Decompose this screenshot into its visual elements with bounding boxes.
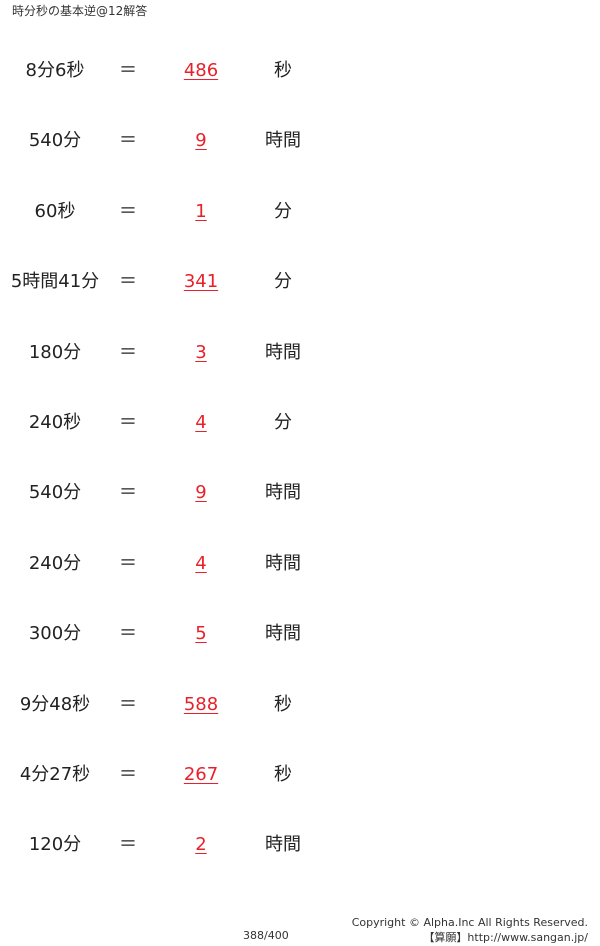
answer: 1 xyxy=(195,200,207,222)
answer: 4 xyxy=(195,552,207,574)
page-number: 388/400 xyxy=(243,929,289,942)
problem-row: 120分 ＝ 2 時間 xyxy=(0,830,600,860)
unit: 時間 xyxy=(265,130,301,152)
equals-sign: ＝ xyxy=(119,60,137,81)
unit: 秒 xyxy=(274,764,292,785)
worksheet-title: 時分秒の基本逆@12解答 xyxy=(12,4,148,18)
problem-row: 540分 ＝ 9 時間 xyxy=(0,478,600,508)
answer: 4 xyxy=(195,412,207,433)
unit: 分 xyxy=(274,412,292,433)
footer-credits: Copyright © Alpha.Inc All Rights Reserve… xyxy=(352,915,588,945)
equals-sign: ＝ xyxy=(119,482,137,504)
equals-sign: ＝ xyxy=(119,412,137,433)
problem-row: 240秒 ＝ 4 分 xyxy=(0,408,600,438)
equals-sign: ＝ xyxy=(119,130,137,152)
problem-row: 8分6秒 ＝ 486 秒 xyxy=(0,56,600,86)
unit: 分 xyxy=(274,200,292,222)
problem-row: 4分27秒 ＝ 267 秒 xyxy=(0,760,600,790)
question: 4分27秒 xyxy=(19,764,91,785)
problem-row: 5時間41分 ＝ 341 分 xyxy=(0,267,600,297)
equals-sign: ＝ xyxy=(119,552,137,574)
equals-sign: ＝ xyxy=(119,341,137,363)
answer: 3 xyxy=(195,341,207,363)
question: 540分 xyxy=(28,130,82,152)
question: 5時間41分 xyxy=(10,271,100,293)
question: 240秒 xyxy=(28,412,82,433)
unit: 時間 xyxy=(265,341,301,363)
answer: 9 xyxy=(195,482,207,504)
answer: 588 xyxy=(183,693,219,715)
problem-row: 540分 ＝ 9 時間 xyxy=(0,126,600,156)
answer: 341 xyxy=(183,271,219,293)
answer: 267 xyxy=(183,764,219,785)
equals-sign: ＝ xyxy=(119,693,137,715)
answer: 5 xyxy=(195,623,207,645)
problem-row: 240分 ＝ 4 時間 xyxy=(0,549,600,579)
unit: 分 xyxy=(274,271,292,293)
problem-row: 180分 ＝ 3 時間 xyxy=(0,338,600,368)
problem-row: 60秒 ＝ 1 分 xyxy=(0,197,600,227)
site-link[interactable]: 【算願】http://www.sangan.jp/ xyxy=(423,931,588,944)
equals-sign: ＝ xyxy=(119,200,137,222)
equals-sign: ＝ xyxy=(119,834,137,856)
answer: 2 xyxy=(195,834,207,856)
unit: 秒 xyxy=(274,60,292,81)
question: 300分 xyxy=(28,623,82,645)
question: 9分48秒 xyxy=(19,693,91,715)
question: 240分 xyxy=(28,552,82,574)
question: 180分 xyxy=(28,341,82,363)
answer: 486 xyxy=(183,60,219,81)
copyright-text: Copyright © Alpha.Inc All Rights Reserve… xyxy=(351,916,588,929)
problem-row: 300分 ＝ 5 時間 xyxy=(0,619,600,649)
question: 540分 xyxy=(28,482,82,504)
unit: 時間 xyxy=(265,623,301,645)
question: 60秒 xyxy=(34,200,76,222)
unit: 時間 xyxy=(265,552,301,574)
problem-row: 9分48秒 ＝ 588 秒 xyxy=(0,690,600,720)
equals-sign: ＝ xyxy=(119,764,137,785)
equals-sign: ＝ xyxy=(119,623,137,645)
equals-sign: ＝ xyxy=(119,271,137,293)
question: 8分6秒 xyxy=(25,60,85,81)
unit: 時間 xyxy=(265,482,301,504)
unit: 秒 xyxy=(274,693,292,715)
question: 120分 xyxy=(28,834,82,856)
unit: 時間 xyxy=(265,834,301,856)
answer: 9 xyxy=(195,130,207,152)
